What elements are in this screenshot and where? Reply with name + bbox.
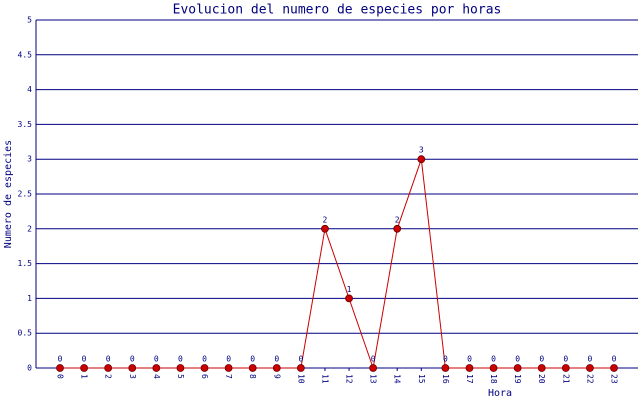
x-tick-label: 2 xyxy=(104,374,113,379)
data-label: 0 xyxy=(202,355,207,364)
data-point xyxy=(56,364,64,372)
data-label: 0 xyxy=(467,355,472,364)
x-tick-label: 14 xyxy=(393,374,402,384)
data-point xyxy=(537,364,546,372)
x-tick-label: 19 xyxy=(513,374,522,384)
y-tick-label: 2 xyxy=(27,224,32,233)
data-label: 0 xyxy=(515,355,520,364)
data-label: 0 xyxy=(587,355,592,364)
data-point xyxy=(369,364,378,372)
x-tick-label: 1 xyxy=(80,374,89,379)
y-tick-label: 3 xyxy=(27,155,32,164)
x-tick-label: 10 xyxy=(296,374,305,384)
data-point xyxy=(465,364,474,372)
x-tick-label: 22 xyxy=(585,374,594,384)
x-tick-label: 15 xyxy=(417,374,426,384)
x-tick-label: 6 xyxy=(200,374,209,379)
data-label: 0 xyxy=(298,355,303,364)
x-tick-label: 21 xyxy=(561,374,570,384)
x-tick-label: 13 xyxy=(369,374,378,384)
data-point xyxy=(272,364,281,372)
y-tick-label: 3.5 xyxy=(18,120,33,129)
x-tick-label: 20 xyxy=(537,374,546,384)
y-tick-label: 1.5 xyxy=(18,259,33,268)
data-point xyxy=(561,364,570,372)
data-label: 0 xyxy=(539,355,544,364)
x-tick-label: 18 xyxy=(489,374,498,384)
data-label: 0 xyxy=(58,355,63,364)
data-label: 0 xyxy=(106,355,111,364)
data-point xyxy=(128,364,137,372)
data-point xyxy=(104,364,113,372)
data-point xyxy=(513,364,522,372)
x-tick-label: 5 xyxy=(176,374,185,379)
data-point xyxy=(321,224,329,233)
y-tick-label: 4 xyxy=(27,85,32,94)
data-label: 0 xyxy=(82,355,87,364)
chart-title: Evolucion del numero de especies por hor… xyxy=(173,3,502,18)
x-tick-label: 8 xyxy=(248,374,257,379)
data-point xyxy=(80,364,88,372)
data-point xyxy=(224,364,233,372)
y-tick-label: 5 xyxy=(27,16,32,25)
data-point xyxy=(248,364,257,372)
data-label: 0 xyxy=(491,355,496,364)
data-label: 0 xyxy=(371,355,376,364)
series-line xyxy=(60,159,614,369)
x-tick-label: 0 xyxy=(56,374,65,379)
x-tick-label: 11 xyxy=(320,374,329,384)
x-tick-label: 3 xyxy=(128,374,137,379)
y-tick-label: 1 xyxy=(27,294,32,303)
data-label: 0 xyxy=(274,355,279,364)
data-label: 3 xyxy=(419,146,424,155)
data-label: 0 xyxy=(250,355,255,364)
data-point xyxy=(296,364,305,372)
data-label: 0 xyxy=(612,355,617,364)
data-point xyxy=(176,364,185,372)
data-label: 0 xyxy=(443,355,448,364)
x-tick-label: 23 xyxy=(610,374,619,384)
data-label: 0 xyxy=(178,355,183,364)
data-point xyxy=(586,364,594,372)
y-tick-label: 0.5 xyxy=(18,329,33,338)
data-label: 0 xyxy=(154,355,159,364)
data-point xyxy=(489,364,498,372)
data-label: 0 xyxy=(563,355,568,364)
x-tick-label: 7 xyxy=(224,374,233,379)
x-tick-label: 16 xyxy=(441,374,450,384)
data-point xyxy=(393,224,402,233)
y-axis-label: Numero de especies xyxy=(3,140,14,248)
data-point xyxy=(200,364,209,372)
data-point xyxy=(417,155,426,164)
y-tick-label: 4.5 xyxy=(18,50,33,59)
x-axis-label: Hora xyxy=(488,388,512,399)
data-label: 0 xyxy=(226,355,231,364)
data-label: 2 xyxy=(395,215,400,224)
x-tick-label: 17 xyxy=(465,374,474,384)
x-tick-label: 4 xyxy=(152,374,161,379)
data-point xyxy=(610,364,618,372)
y-tick-label: 0 xyxy=(27,364,32,373)
data-point xyxy=(152,364,161,372)
y-tick-label: 2.5 xyxy=(18,190,33,199)
data-label: 1 xyxy=(347,285,352,294)
x-tick-label: 12 xyxy=(345,374,354,384)
x-tick-label: 9 xyxy=(272,374,281,379)
data-label: 2 xyxy=(323,215,328,224)
data-point xyxy=(345,294,353,303)
data-point xyxy=(441,364,450,372)
data-label: 0 xyxy=(130,355,135,364)
